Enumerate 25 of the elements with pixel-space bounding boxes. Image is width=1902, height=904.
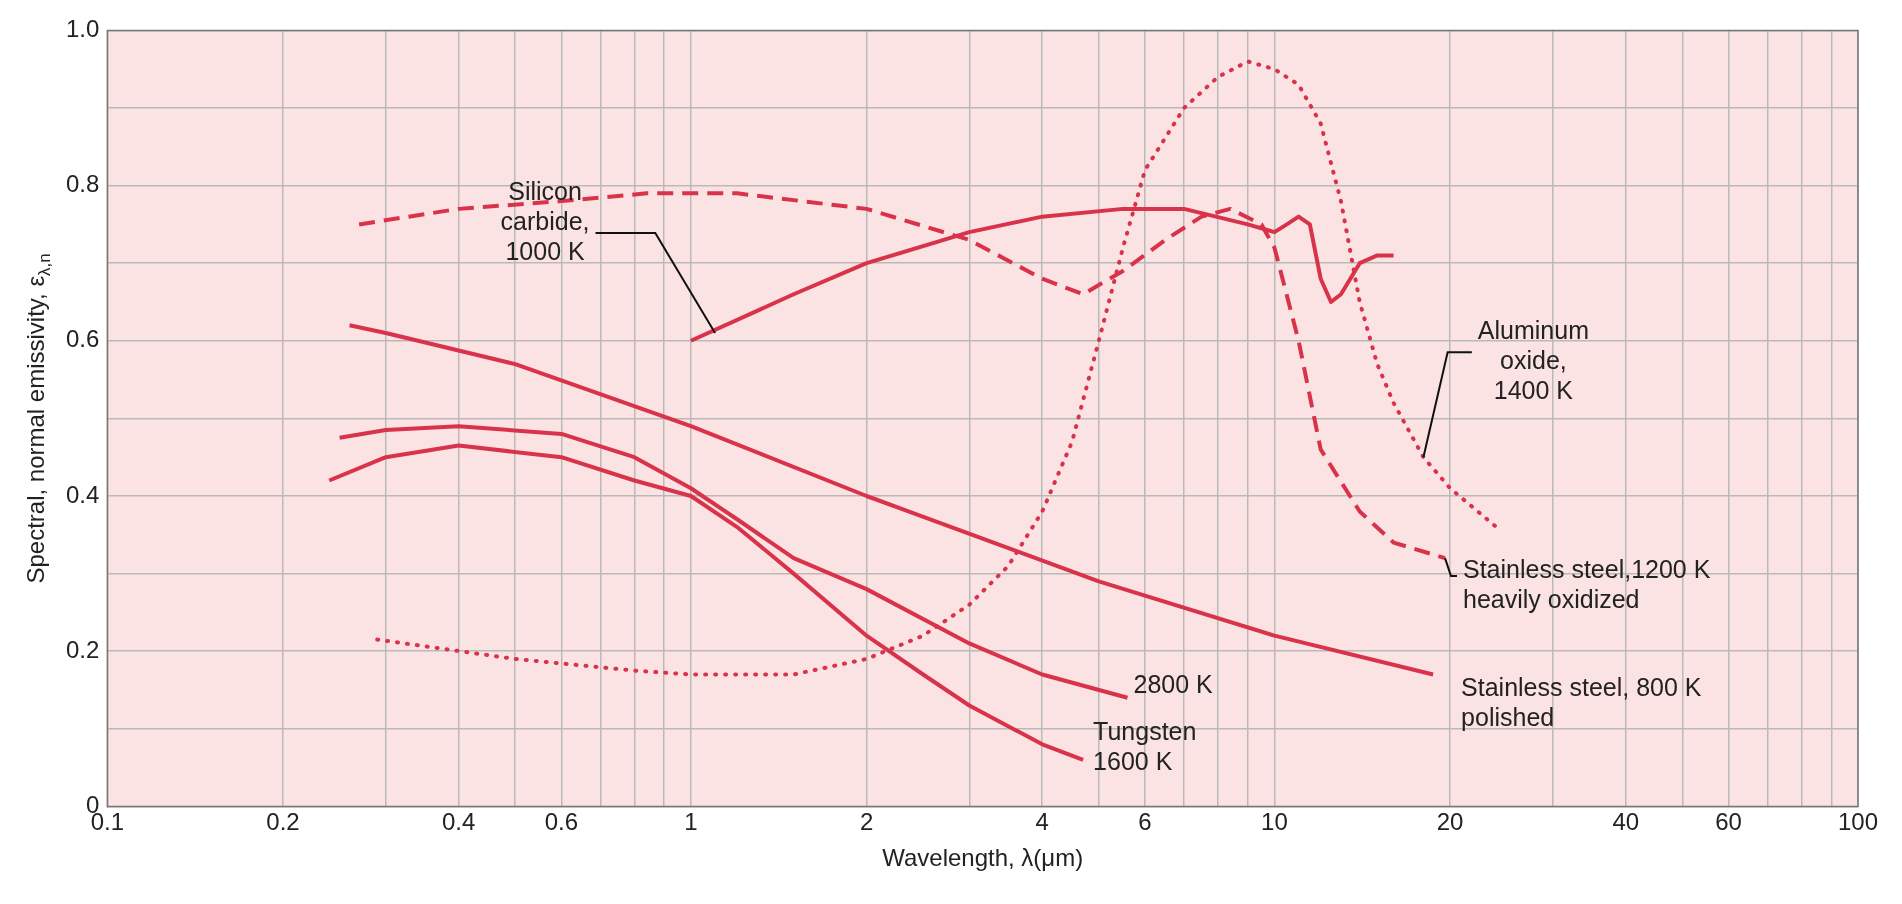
x-axis-title: Wavelength, λ(μm) xyxy=(882,844,1084,872)
annotation: 2800 K xyxy=(1133,669,1214,698)
x-tick-label: 6 xyxy=(1138,808,1152,836)
annotation: Silicon carbide, 1000 K xyxy=(500,176,590,265)
x-tick-label: 20 xyxy=(1436,808,1464,836)
x-tick-label: 100 xyxy=(1837,808,1879,836)
y-tick-label: 0.2 xyxy=(65,635,100,663)
x-tick-label: 0.6 xyxy=(544,808,579,836)
x-tick-label: 4 xyxy=(1035,808,1049,836)
annotation: Stainless steel, 800 K polished xyxy=(1461,673,1702,732)
annotation: Aluminum oxide, 1400 K xyxy=(1477,316,1589,405)
x-tick-label: 1 xyxy=(684,808,698,836)
y-axis-title: Spectral, normal emissivity, ελ,n xyxy=(22,253,54,584)
y-tick-label: 0.4 xyxy=(65,480,100,508)
x-tick-label: 2 xyxy=(859,808,874,836)
y-tick-label: 0.8 xyxy=(65,170,100,198)
x-tick-label: 0.4 xyxy=(442,808,476,836)
x-tick-label: 10 xyxy=(1261,808,1288,836)
annotation: Tungsten 1600 K xyxy=(1093,716,1197,775)
y-tick-label: 0.6 xyxy=(65,325,100,353)
x-tick-label: 0.2 xyxy=(266,808,300,836)
y-tick-label: 1.0 xyxy=(65,15,100,43)
annotation: Stainless steel,1200 K heavily oxidized xyxy=(1463,554,1711,613)
x-tick-label: 60 xyxy=(1715,808,1742,836)
x-tick-label: 40 xyxy=(1612,808,1640,836)
